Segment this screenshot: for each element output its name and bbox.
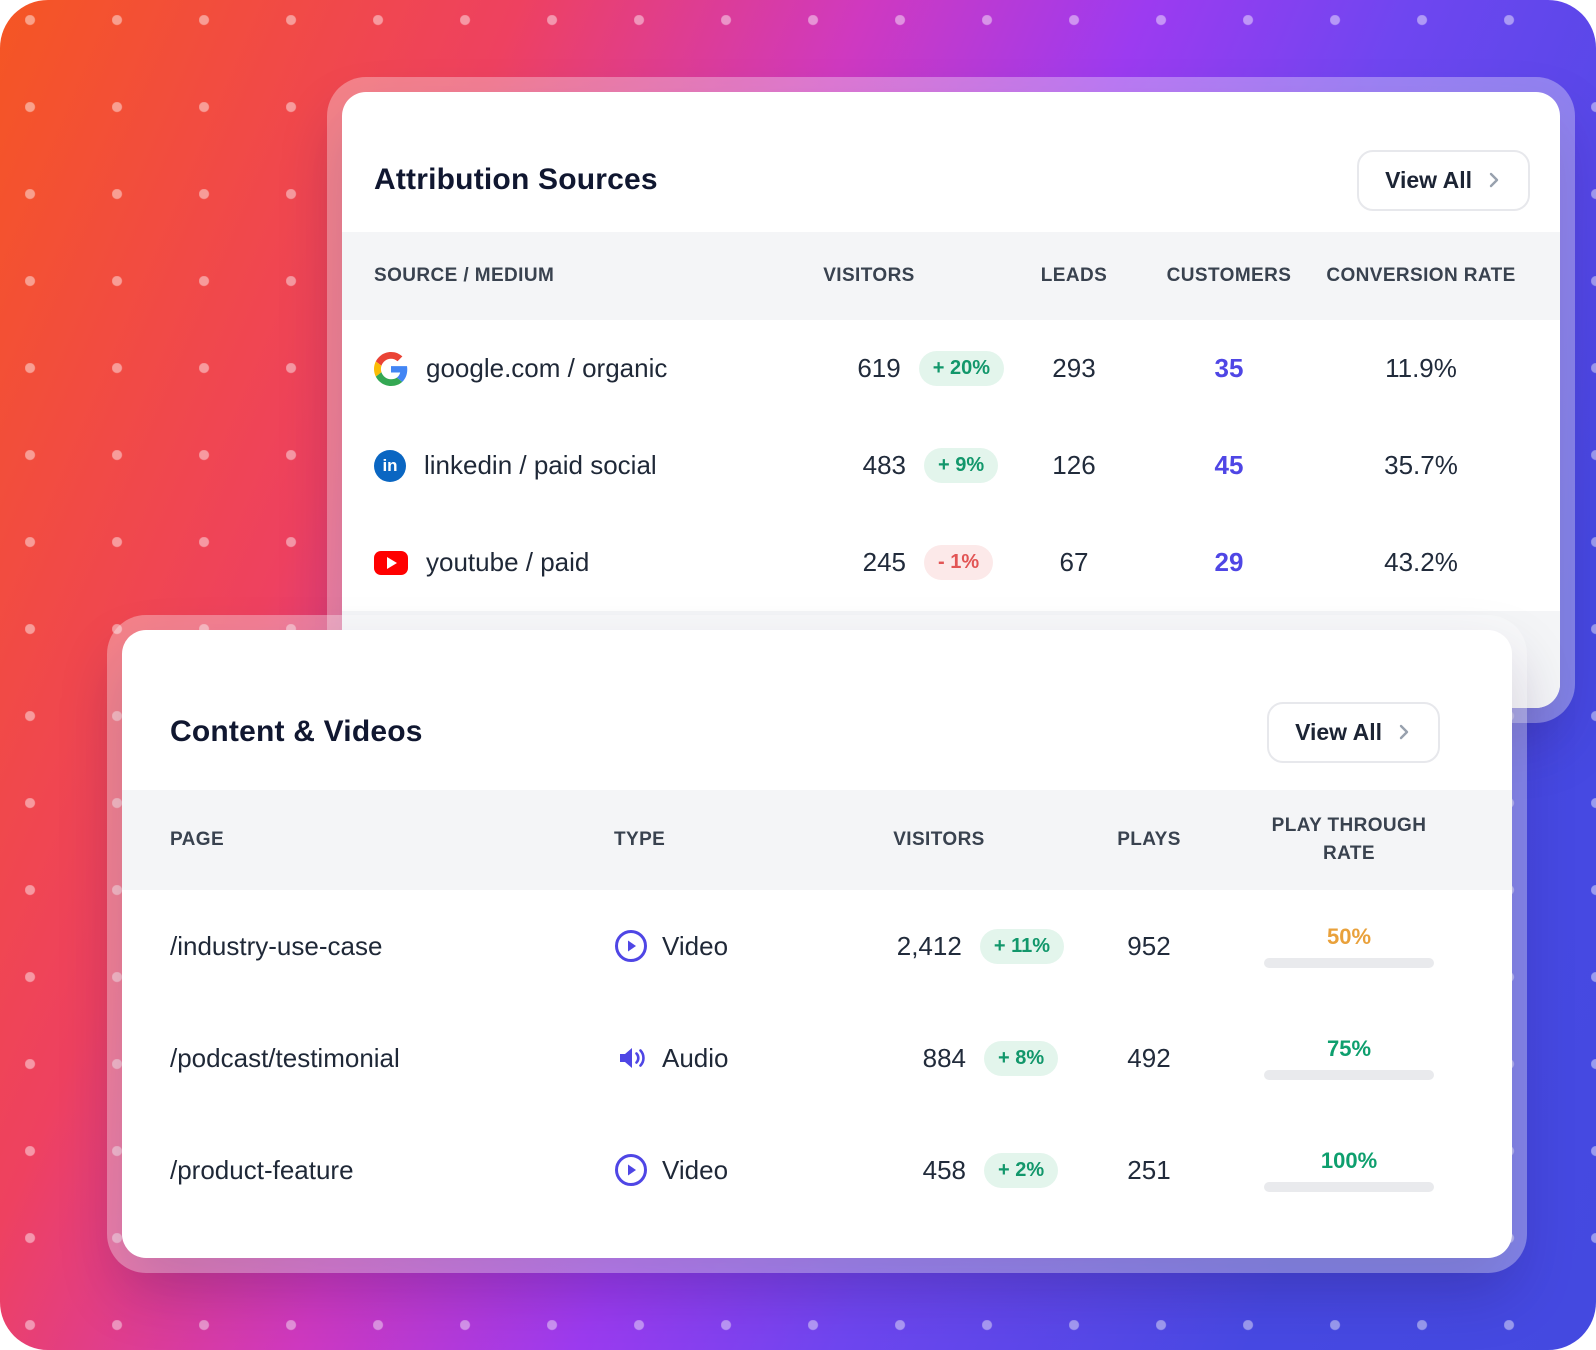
table-row[interactable]: in linkedin / paid social 483 + 9% 126 4… xyxy=(342,417,1560,514)
col-page: Page xyxy=(170,828,225,850)
type-label: Video xyxy=(662,930,729,961)
leads-value: 126 xyxy=(1052,450,1096,480)
plays-value: 952 xyxy=(1127,930,1171,961)
change-badge: + 11% xyxy=(979,928,1064,964)
plays-value: 492 xyxy=(1127,1042,1171,1073)
customers-value: 35 xyxy=(1214,353,1244,383)
change-badge: - 1% xyxy=(924,545,994,580)
visitors-value: 458 xyxy=(922,1154,966,1185)
rate-percent-label: 75% xyxy=(1326,1036,1372,1061)
source-label: youtube / paid xyxy=(426,547,590,577)
audio-speaker-icon xyxy=(620,1048,645,1068)
progress-bar xyxy=(1264,1182,1434,1192)
content-view-all-button[interactable]: View All xyxy=(1267,701,1440,763)
plays-value: 251 xyxy=(1127,1154,1171,1185)
leads-value: 67 xyxy=(1059,547,1089,577)
progress-bar xyxy=(1264,1070,1434,1080)
col-source-medium: Source / Medium xyxy=(374,264,555,286)
table-row[interactable]: /podcast/testimonial Audio 884 + 8% 492 … xyxy=(122,1002,1512,1114)
page-path: /podcast/testimonial xyxy=(170,1042,400,1073)
col-type: Type xyxy=(614,828,666,850)
attribution-card-title: Attribution Sources xyxy=(374,163,658,196)
col-leads: Leads xyxy=(1040,264,1108,286)
rate-percent-label: 100% xyxy=(1320,1148,1378,1173)
attribution-sources-card: Attribution Sources View All Source / Me… xyxy=(342,92,1560,708)
chevron-right-icon xyxy=(1489,172,1499,188)
change-badge: + 9% xyxy=(924,448,999,483)
col-visitors: Visitors xyxy=(823,264,915,286)
col-play-through-rate: Play Through Rate xyxy=(1271,814,1427,865)
customers-value: 45 xyxy=(1214,450,1244,480)
source-label: google.com / organic xyxy=(426,353,668,383)
view-all-label: View All xyxy=(1385,166,1472,193)
play-through-rate: 75% xyxy=(1234,1036,1464,1080)
google-icon xyxy=(374,351,408,386)
col-visitors: Visitors xyxy=(893,828,985,850)
content-table: Page Type Visitors Plays Play Through Ra… xyxy=(122,790,1512,1226)
play-through-rate: 50% xyxy=(1234,924,1464,968)
col-customers: Customers xyxy=(1166,264,1292,286)
table-row[interactable]: /industry-use-case Video 2,412 + 11% 952… xyxy=(122,890,1512,1002)
progress-bar xyxy=(1264,958,1434,968)
customers-value: 29 xyxy=(1214,547,1244,577)
rate-percent-label: 50% xyxy=(1326,924,1372,949)
table-row[interactable]: /product-feature Video 458 + 2% 251 100% xyxy=(122,1114,1512,1226)
page-path: /industry-use-case xyxy=(170,930,383,961)
source-label: linkedin / paid social xyxy=(424,450,657,480)
attribution-view-all-button[interactable]: View All xyxy=(1357,149,1530,211)
leads-value: 293 xyxy=(1052,353,1096,383)
col-plays: Plays xyxy=(1117,828,1181,850)
youtube-icon xyxy=(374,550,408,575)
type-label: Audio xyxy=(662,1042,729,1073)
table-row[interactable]: youtube / paid 245 - 1% 67 29 43.2% xyxy=(342,514,1560,611)
video-play-icon xyxy=(615,930,647,962)
visitors-value: 619 xyxy=(857,353,901,383)
page-path: /product-feature xyxy=(170,1154,354,1185)
conversion-rate-value: 35.7% xyxy=(1384,450,1458,480)
change-badge: + 2% xyxy=(984,1152,1059,1188)
visitors-value: 2,412 xyxy=(896,930,962,961)
chevron-right-icon xyxy=(1399,724,1409,740)
linkedin-icon: in xyxy=(374,449,406,482)
conversion-rate-value: 11.9% xyxy=(1385,353,1457,383)
content-table-header: Page Type Visitors Plays Play Through Ra… xyxy=(122,790,1512,890)
table-row[interactable]: google.com / organic 619 + 20% 293 35 11… xyxy=(342,320,1560,417)
attribution-table-header: Source / Medium Visitors Leads Customers… xyxy=(342,232,1560,320)
visitors-value: 483 xyxy=(862,450,906,480)
change-badge: + 8% xyxy=(984,1040,1059,1076)
visitors-value: 884 xyxy=(922,1042,966,1073)
visitors-value: 245 xyxy=(862,547,906,577)
content-card-title: Content & Videos xyxy=(170,715,423,748)
change-badge: + 20% xyxy=(918,351,1004,386)
col-conversion-rate: Conversion Rate xyxy=(1326,264,1516,286)
view-all-label: View All xyxy=(1295,718,1382,745)
video-play-icon xyxy=(615,1154,647,1186)
play-through-rate: 100% xyxy=(1234,1148,1464,1192)
conversion-rate-value: 43.2% xyxy=(1384,547,1458,577)
type-label: Video xyxy=(662,1154,729,1185)
content-videos-card: Content & Videos View All Page Type Visi… xyxy=(122,630,1512,1258)
